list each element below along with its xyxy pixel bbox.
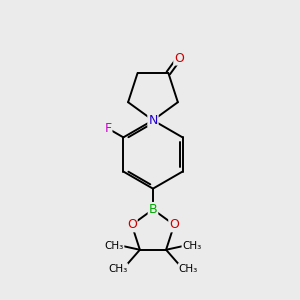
- Text: CH₃: CH₃: [182, 241, 202, 251]
- Text: CH₃: CH₃: [178, 264, 198, 274]
- Text: O: O: [169, 218, 179, 231]
- Text: CH₃: CH₃: [104, 241, 124, 251]
- Text: O: O: [127, 218, 137, 231]
- Text: N: N: [148, 114, 158, 127]
- Text: B: B: [149, 203, 157, 216]
- Text: F: F: [104, 122, 112, 135]
- Text: O: O: [174, 52, 184, 64]
- Text: CH₃: CH₃: [108, 264, 128, 274]
